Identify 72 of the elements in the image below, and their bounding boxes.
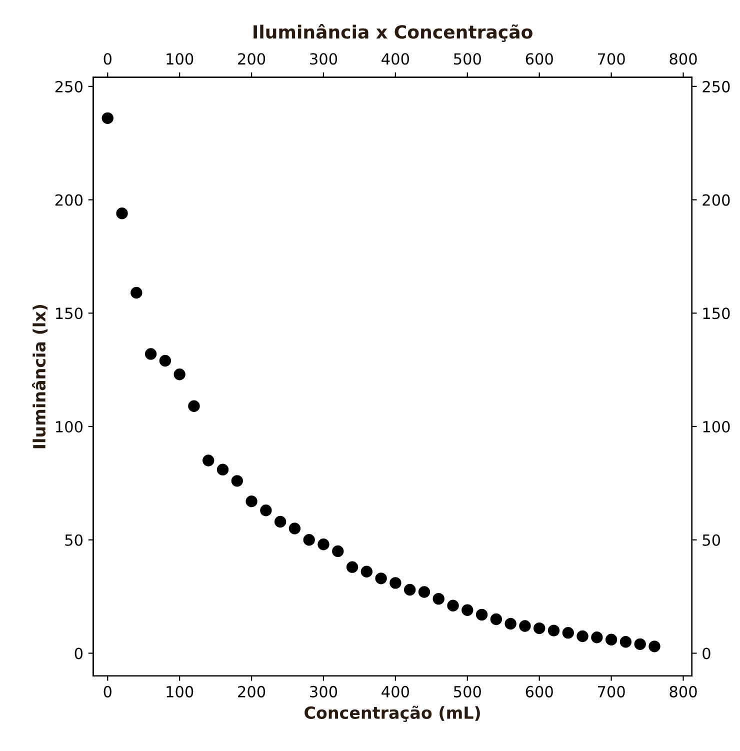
x2-tick-label: 500 <box>454 53 481 65</box>
x-tick-label: 800 <box>670 686 697 698</box>
point <box>447 600 459 612</box>
point <box>404 584 416 596</box>
y-tick-label: 50 <box>65 534 83 546</box>
y-tick-label: 0 <box>74 648 83 660</box>
x-tick-label: 600 <box>526 686 553 698</box>
x-tick-label: 400 <box>382 686 410 698</box>
x-tick-label: 500 <box>454 686 481 698</box>
point <box>246 495 258 508</box>
point <box>620 636 632 648</box>
point <box>288 522 301 534</box>
point <box>174 368 186 380</box>
point <box>144 348 157 360</box>
x-tick-label: 100 <box>166 686 194 698</box>
point <box>432 592 444 605</box>
point <box>116 208 128 220</box>
point <box>634 638 646 650</box>
point <box>274 516 286 528</box>
x2-tick-label: 600 <box>526 53 553 65</box>
y-tick-label: 250 <box>55 80 83 92</box>
point <box>490 613 502 626</box>
y2-tick-label: 250 <box>702 80 730 92</box>
point <box>504 618 516 630</box>
point <box>202 454 214 466</box>
chart-title: Iluminância x Concentração <box>254 24 532 42</box>
point <box>576 630 588 642</box>
x2-tick-label: 400 <box>382 53 410 65</box>
point <box>318 538 330 550</box>
x2-tick-label: 0 <box>104 53 112 65</box>
point <box>216 464 229 476</box>
y2-tick-label: 100 <box>703 420 730 433</box>
point <box>102 112 114 124</box>
y-tick-label: 200 <box>55 194 83 206</box>
point <box>534 622 546 634</box>
x2-tick-label: 100 <box>166 53 194 65</box>
point <box>260 504 272 516</box>
point <box>346 561 358 573</box>
point <box>476 608 488 621</box>
x-tick-label: 200 <box>238 686 266 698</box>
point <box>548 624 560 636</box>
y2-tick-label: 200 <box>702 194 730 206</box>
point <box>231 475 243 487</box>
y2-tick-label: 150 <box>703 308 730 320</box>
point <box>648 640 660 652</box>
y2-tick-label: 50 <box>702 534 720 546</box>
y-tick-label: 150 <box>56 308 83 320</box>
point <box>591 632 603 644</box>
x2-tick-label: 300 <box>310 53 338 65</box>
point <box>188 400 200 412</box>
x-tick-label: 700 <box>598 686 625 698</box>
x2-tick-label: 800 <box>670 53 697 65</box>
point <box>390 577 402 589</box>
x-tick-label: 300 <box>310 686 338 698</box>
point <box>375 572 387 584</box>
y-axis-title: Iluminância (lx) <box>32 304 48 448</box>
point <box>332 545 344 558</box>
y-tick-label: 100 <box>56 420 83 433</box>
point <box>605 634 618 646</box>
x2-tick-label: 700 <box>598 53 625 65</box>
x2-tick-label: 200 <box>238 53 266 65</box>
point <box>360 566 373 578</box>
point <box>462 604 474 616</box>
point <box>418 586 430 598</box>
x-tick-label: 0 <box>104 686 112 698</box>
y2-tick-label: 0 <box>702 648 710 660</box>
point <box>159 354 172 367</box>
point <box>562 626 574 639</box>
point <box>519 620 531 632</box>
x-axis-title: Concentração (mL) <box>304 706 480 722</box>
point <box>303 534 315 546</box>
point <box>130 286 142 299</box>
